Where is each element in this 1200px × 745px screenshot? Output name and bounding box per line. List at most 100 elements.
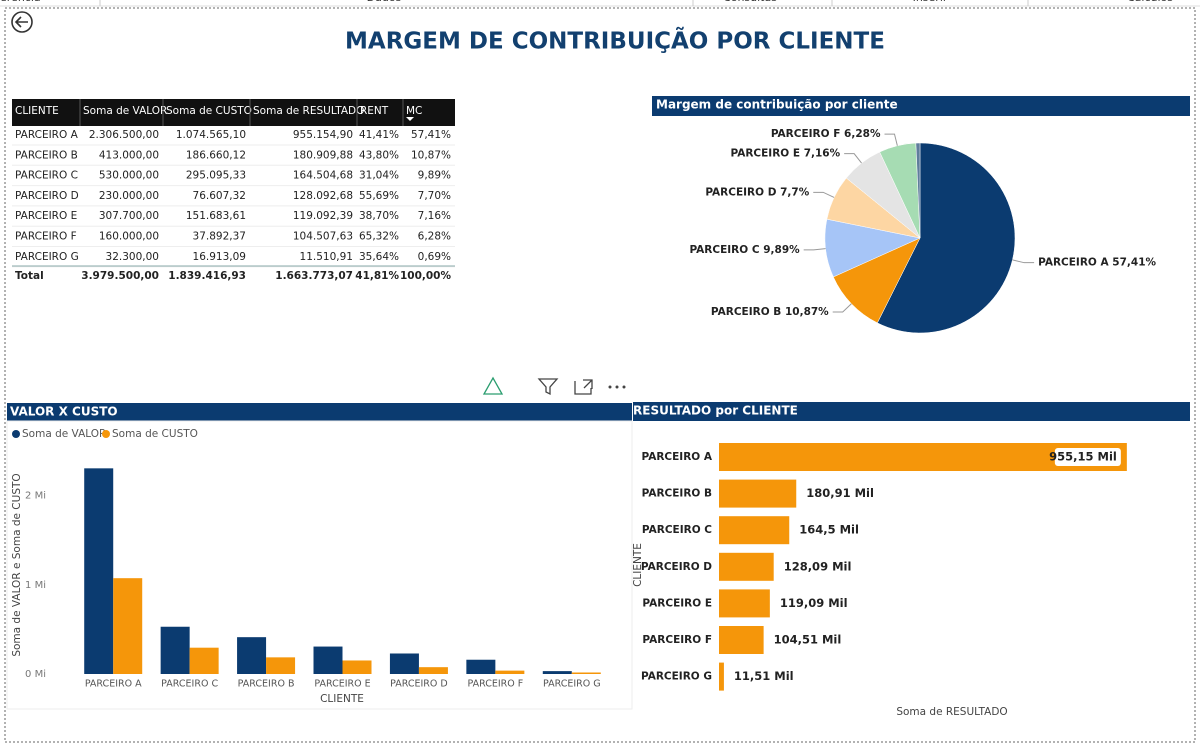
x-tick-label: PARCEIRO G [543, 679, 601, 690]
table-cell: 32.300,00 [106, 251, 159, 263]
y-tick-label: PARCEIRO C [642, 524, 712, 536]
slice-value: 9,89% [763, 244, 800, 256]
value-label: 955,15 Mil [1049, 450, 1117, 464]
table-cell: 307.700,00 [99, 210, 159, 222]
slice-label: PARCEIRO C 9,89% [689, 244, 800, 256]
total-cell: Total [15, 270, 44, 282]
filter-icon[interactable] [537, 378, 559, 396]
y-axis-label: Soma de VALOR e Soma de CUSTO [11, 473, 23, 656]
slice-label: PARCEIRO B 10,87% [711, 306, 829, 318]
x-tick-label: PARCEIRO C [161, 679, 218, 690]
table-cell: 41,41% [359, 129, 399, 141]
value-label-box [1054, 448, 1121, 466]
pie-slice [915, 142, 921, 239]
y-tick-label: PARCEIRO B [642, 488, 712, 500]
back-arrow[interactable] [14, 16, 28, 28]
column-title: VALOR X CUSTO [10, 405, 118, 419]
visual-toolbar [482, 376, 626, 396]
ribbon-tab: erência [0, 0, 41, 4]
pie-title: Margem de contribuição por cliente [656, 98, 898, 112]
y-tick-label: PARCEIRO A [641, 451, 712, 463]
total-cell: 100,00% [400, 270, 452, 282]
more-icon[interactable] [608, 385, 626, 389]
value-label: 104,51 Mil [774, 633, 842, 647]
table-cell: PARCEIRO A [15, 129, 79, 141]
table-cell: 151.683,61 [186, 210, 246, 222]
warning-icon[interactable] [482, 376, 504, 395]
table-cell: 413.000,00 [99, 149, 159, 161]
back-button[interactable] [11, 11, 33, 33]
table-cell: 186.660,12 [186, 149, 246, 161]
x-tick-label: PARCEIRO D [390, 679, 448, 690]
column-bar [113, 578, 143, 674]
table-cell: 1.074.565,10 [176, 129, 246, 141]
hbar-title: RESULTADO por CLIENTE [633, 404, 798, 418]
legend-swatch [102, 430, 110, 438]
x-axis-label: CLIENTE [320, 693, 364, 705]
y-tick-label: 1 Mi [25, 580, 46, 591]
column-header [7, 403, 632, 421]
column-bar [466, 659, 496, 674]
table-cell: PARCEIRO B [15, 149, 78, 161]
table-cell: 76.607,32 [193, 190, 246, 202]
y-axis-label: CLIENTE [632, 543, 644, 587]
table-cell: 16.913,09 [193, 251, 246, 263]
table-cell: 38,70% [359, 210, 399, 222]
value-label: 180,91 Mil [806, 486, 874, 500]
total-cell: 1.663.773,07 [275, 270, 353, 282]
ribbon-tab: Inserir [913, 0, 948, 4]
y-tick-label: 2 Mi [25, 491, 46, 502]
slice-category: PARCEIRO B [711, 306, 781, 318]
column-bar [189, 647, 219, 674]
table-cell: PARCEIRO C [15, 170, 78, 182]
column-bar [266, 657, 296, 674]
table-cell: 55,69% [359, 190, 399, 202]
slice-value: 6,28% [844, 128, 881, 140]
column-bar [313, 646, 343, 674]
x-tick-label: PARCEIRO A [85, 679, 142, 690]
y-tick-label: PARCEIRO D [641, 561, 712, 573]
table-cell: 104.507,63 [293, 231, 353, 243]
table-cell: PARCEIRO D [15, 190, 79, 202]
focus-icon[interactable] [574, 379, 593, 395]
table-cell: 2.306.500,00 [89, 129, 159, 141]
table-cell: 7,16% [418, 210, 451, 222]
slice-value: 10,87% [785, 306, 829, 318]
table-cell: 11.510,91 [300, 251, 353, 263]
leader-line [844, 153, 862, 164]
slice-label: PARCEIRO F 6,28% [771, 128, 881, 140]
legend-swatch [12, 430, 20, 438]
x-tick-label: PARCEIRO B [238, 679, 295, 690]
column-header: MC [406, 105, 422, 117]
column-bar [542, 671, 572, 674]
leader-line [803, 248, 826, 251]
legend-label: Soma de VALOR [22, 428, 106, 440]
y-tick-label: PARCEIRO G [641, 671, 712, 683]
value-label: 128,09 Mil [784, 559, 852, 573]
slice-label: PARCEIRO D 7,7% [705, 186, 809, 198]
column-bar [389, 653, 419, 674]
table-header [12, 99, 455, 126]
x-axis-label: Soma de RESULTADO [896, 706, 1007, 718]
table-cell: 43,80% [359, 149, 399, 161]
slice-category: PARCEIRO E [730, 148, 800, 160]
hbar-header [633, 402, 1190, 421]
column-bar [160, 626, 190, 674]
hbar [719, 516, 790, 545]
ribbon-tab: Consultas [723, 0, 777, 4]
back-circle[interactable] [11, 11, 33, 33]
column-header: RENT [360, 105, 389, 117]
slice-category: PARCEIRO C [689, 244, 759, 256]
pie-slice [877, 142, 1016, 334]
table-cell: 9,89% [418, 170, 451, 182]
table-cell: 160.000,00 [99, 231, 159, 243]
value-label: 164,5 Mil [799, 523, 859, 537]
pie-header [652, 96, 1190, 116]
column-header: CLIENTE [15, 105, 59, 117]
slice-category: PARCEIRO D [705, 186, 776, 198]
total-cell: 41,81% [355, 270, 399, 282]
table-cell: 530.000,00 [99, 170, 159, 182]
table-cell: PARCEIRO G [15, 251, 79, 263]
ribbon-tab: Dados [367, 0, 402, 4]
